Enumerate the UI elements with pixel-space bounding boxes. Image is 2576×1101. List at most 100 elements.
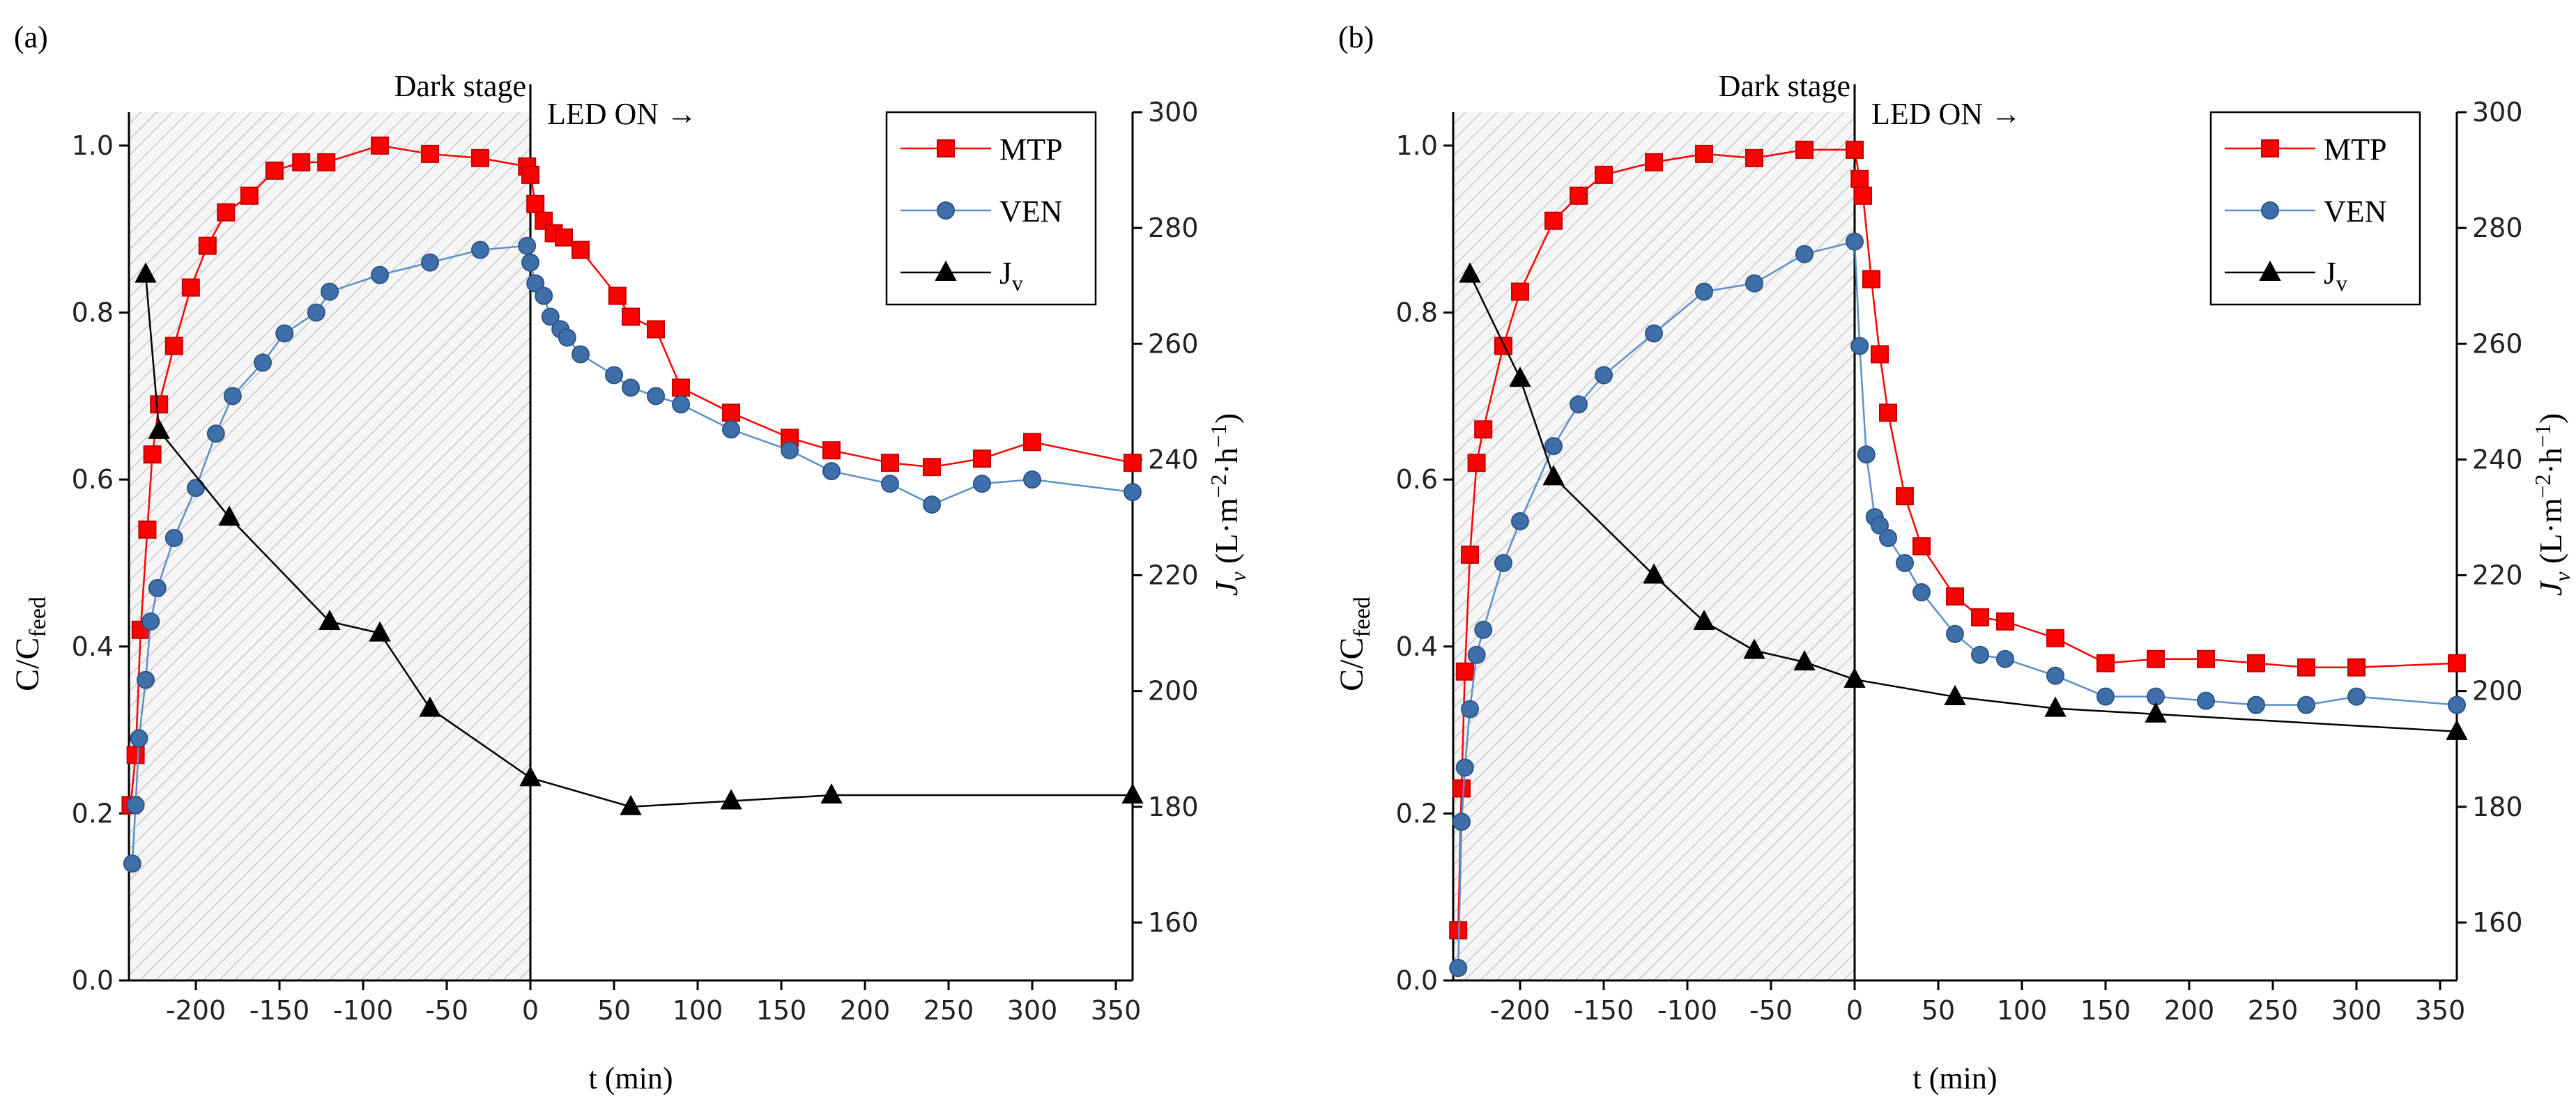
marker: [1121, 783, 1144, 804]
legend-label: VEN: [999, 194, 1062, 229]
y2-tick-label: 180: [1148, 792, 1199, 822]
annotation: Dark stage: [394, 69, 526, 103]
marker: [369, 621, 391, 642]
y2-tick-label: 160: [1148, 907, 1199, 938]
marker: [137, 670, 155, 689]
x-tick-label: -150: [1574, 995, 1634, 1026]
y2-axis-label-part: −1: [1206, 424, 1231, 447]
marker: [973, 449, 991, 468]
y2-axis-label-part: ·h: [2533, 447, 2568, 474]
marker: [519, 766, 542, 787]
marker: [820, 783, 843, 804]
x-tick-label: 150: [756, 995, 807, 1026]
marker: [181, 278, 200, 297]
y-tick-label: 0.4: [72, 631, 114, 662]
marker: [672, 395, 690, 414]
marker: [1511, 512, 1529, 531]
marker: [2046, 666, 2064, 685]
marker: [2347, 687, 2366, 706]
marker: [2297, 658, 2315, 677]
y2-tick-label: 240: [1148, 444, 1199, 475]
y-axis-label-part: C/C: [9, 638, 46, 691]
y2-tick-label: 180: [2472, 792, 2523, 822]
marker: [206, 424, 225, 443]
y-axis-label-part: feed: [25, 596, 51, 638]
x-tick-label: -50: [1749, 995, 1793, 1026]
marker: [1474, 420, 1493, 439]
marker: [371, 136, 389, 155]
marker: [321, 282, 339, 301]
marker: [1971, 608, 1989, 626]
marker: [1857, 445, 1876, 464]
y2-tick-label: 220: [1148, 560, 1199, 591]
marker: [572, 345, 590, 364]
marker: [471, 148, 489, 167]
marker: [1511, 282, 1529, 301]
y2-axis-label-part: −1: [2530, 424, 2555, 447]
marker: [1461, 700, 1479, 718]
marker: [2046, 629, 2064, 647]
y-tick-label: 0.6: [1396, 464, 1438, 495]
y2-axis-label-part: J: [1209, 580, 1244, 596]
y2-axis-label-part: ): [1209, 413, 1244, 424]
y-tick-label: 0.8: [72, 298, 114, 328]
marker: [1745, 148, 1763, 167]
y-tick-label: 0.8: [1396, 298, 1438, 328]
marker: [1544, 437, 1563, 456]
marker: [2247, 695, 2265, 714]
marker: [148, 578, 167, 597]
marker: [143, 445, 162, 464]
marker: [1452, 813, 1471, 831]
y-tick-label: 0.0: [1396, 965, 1438, 996]
series-line: [1457, 240, 2458, 969]
marker: [521, 253, 539, 272]
y-axis-label: C/Cfeed: [9, 596, 51, 691]
marker: [1455, 758, 1474, 777]
marker: [1595, 165, 1613, 184]
marker: [1023, 433, 1041, 452]
marker: [605, 366, 623, 385]
y2-tick-label: 240: [2472, 444, 2523, 475]
y2-tick-label: 300: [2472, 97, 2523, 128]
x-tick-label: 200: [2164, 995, 2215, 1026]
marker: [620, 794, 642, 815]
marker: [722, 403, 740, 422]
y2-axis-label-part: v: [2550, 571, 2575, 582]
marker: [1570, 186, 1588, 205]
y-tick-label: 1.0: [1396, 130, 1438, 161]
marker: [1843, 667, 1866, 688]
marker: [2259, 260, 2281, 281]
marker: [2044, 696, 2067, 717]
legend-label: MTP: [999, 132, 1062, 167]
marker: [555, 228, 573, 247]
marker: [1996, 612, 2014, 631]
x-tick-label: 250: [923, 995, 974, 1026]
marker: [164, 337, 183, 355]
y-axis-label-part: C/C: [1333, 638, 1370, 691]
panel: (a) Dark stage LED ON → -200 -150 -100 -50 0 50 1…: [9, 20, 1250, 1095]
marker: [471, 240, 489, 259]
annotation: LED ON →: [1871, 97, 2021, 131]
legend-label-part: v: [2336, 270, 2347, 295]
legend-label-part: v: [1012, 270, 1023, 295]
x-tick-label: 200: [840, 995, 891, 1026]
marker: [2096, 654, 2115, 672]
marker: [2261, 201, 2279, 220]
legend-label: Jv: [999, 255, 1023, 295]
marker: [2197, 691, 2215, 710]
marker: [126, 796, 145, 815]
marker: [130, 729, 148, 748]
marker: [1862, 270, 1880, 288]
marker: [608, 286, 627, 305]
marker: [217, 203, 236, 222]
x-tick-label: 350: [2415, 995, 2466, 1026]
marker: [2261, 139, 2279, 157]
y2-tick-label: 200: [1148, 676, 1199, 707]
marker: [2446, 719, 2468, 740]
marker: [1745, 274, 1763, 293]
marker: [973, 475, 991, 493]
marker: [1693, 609, 1715, 630]
marker: [1743, 638, 1765, 659]
y2-axis-label-part: −2: [2530, 475, 2555, 498]
